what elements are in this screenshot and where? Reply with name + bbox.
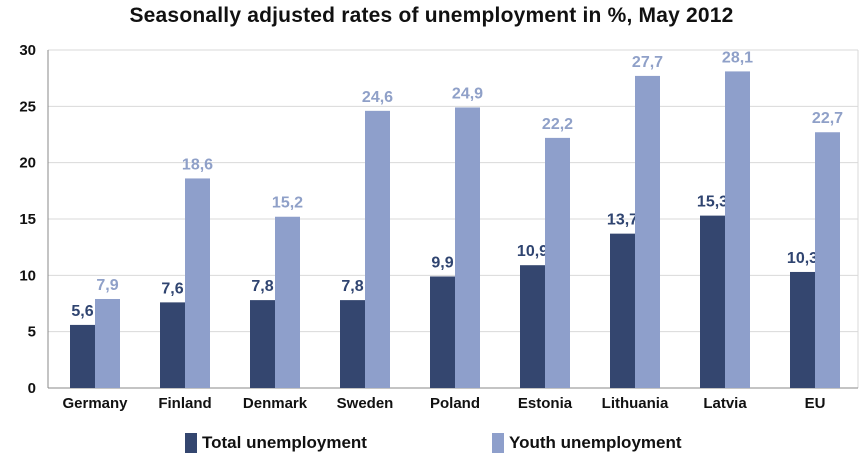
bar-youth — [365, 110, 390, 388]
bar-total — [610, 233, 635, 388]
y-tick-label: 20 — [19, 155, 36, 172]
legend-swatch-total — [185, 433, 197, 453]
legend-swatch-youth — [492, 433, 504, 453]
bar-total — [520, 265, 545, 388]
data-label-youth: 18,6 — [182, 156, 213, 173]
legend-label-total: Total unemployment — [202, 433, 367, 452]
x-tick-label: Latvia — [703, 395, 747, 412]
data-label-total: 7,8 — [341, 278, 363, 295]
legend-item-youth: Youth unemployment — [492, 433, 682, 453]
legend: Total unemployment Youth unemployment — [0, 433, 863, 457]
data-label-total: 10,3 — [787, 250, 818, 267]
bar-youth — [725, 71, 750, 388]
bar-youth — [185, 178, 210, 388]
x-tick-label: Poland — [430, 395, 480, 412]
legend-label-youth: Youth unemployment — [509, 433, 682, 452]
bar-chart: 0 5 10 15 20 25 30 Germany 5,67,9 Finland 7,6 18,6 D… — [19, 42, 859, 412]
bar-youth — [455, 107, 480, 389]
bar-total — [790, 271, 815, 388]
x-tick-label: Lithuania — [602, 395, 669, 412]
data-label-youth: 22,7 — [812, 110, 843, 127]
x-tick-label: Denmark — [243, 395, 308, 412]
data-label-total: 9,9 — [431, 254, 453, 271]
bar-total — [700, 215, 725, 388]
x-tick-label: EU — [805, 395, 826, 412]
data-label-youth: 24,6 — [362, 89, 393, 106]
y-tick-label: 15 — [19, 211, 36, 228]
y-tick-label: 10 — [19, 267, 36, 284]
x-tick-label: Estonia — [518, 395, 573, 412]
bar-total — [70, 324, 95, 388]
x-tick-label: Finland — [158, 395, 211, 412]
bar-youth — [635, 75, 660, 388]
y-tick-label: 30 — [19, 42, 36, 59]
y-tick-label: 0 — [28, 380, 36, 397]
y-tick-label: 25 — [19, 98, 36, 115]
bar-total — [430, 276, 455, 388]
data-label-youth: 15,2 — [272, 195, 303, 212]
y-tick-label: 5 — [28, 324, 36, 341]
x-tick-label: Sweden — [337, 395, 394, 412]
bar-youth — [95, 298, 120, 388]
bar-total — [340, 300, 365, 388]
chart-title: Seasonally adjusted rates of unemploymen… — [129, 4, 734, 27]
data-label-total: 10,9 — [517, 243, 548, 260]
bar-youth — [545, 137, 570, 388]
data-label-total: 5,6 — [71, 303, 93, 320]
x-tick-label: Germany — [62, 395, 128, 412]
bar-total — [250, 300, 275, 388]
data-label-total: 13,7 — [607, 212, 638, 229]
data-label-youth: 28,1 — [722, 49, 753, 66]
bar-youth — [275, 216, 300, 388]
data-label-total: 7,6 — [161, 280, 183, 297]
data-label-total: 7,8 — [251, 278, 273, 295]
legend-item-total: Total unemployment — [185, 433, 367, 453]
bar-total — [160, 302, 185, 388]
data-label-youth: 7,9 — [96, 277, 118, 294]
data-label-youth: 22,2 — [542, 116, 573, 133]
data-label-youth: 27,7 — [632, 54, 663, 71]
bar-youth — [815, 132, 840, 388]
data-label-total: 15,3 — [697, 194, 728, 211]
data-label-youth: 24,9 — [452, 85, 483, 102]
